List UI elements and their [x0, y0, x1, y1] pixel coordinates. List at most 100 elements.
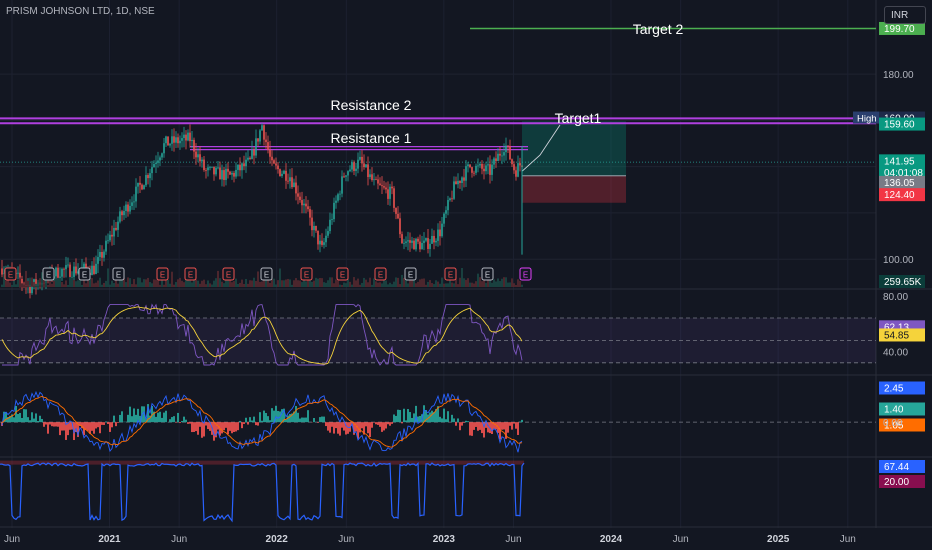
volume-bar	[521, 284, 523, 287]
volume-bar	[385, 280, 387, 287]
candle-body	[163, 143, 165, 154]
adx-value: 67.44	[884, 462, 909, 473]
volume-bar	[287, 278, 289, 287]
volume-bar	[289, 279, 291, 287]
candle-body	[441, 223, 443, 237]
earnings-marker[interactable]: E	[112, 267, 125, 281]
candle-body	[59, 276, 61, 278]
volume-bar	[449, 280, 451, 287]
earnings-marker[interactable]: E	[4, 267, 17, 281]
macd-histogram-bar	[379, 422, 381, 427]
candle-body	[125, 204, 127, 211]
volume-bar	[505, 277, 507, 287]
candle-body	[279, 169, 281, 177]
earnings-marker[interactable]: E	[374, 267, 387, 281]
candle-body	[355, 168, 357, 171]
candle-body	[161, 153, 163, 158]
macd-line	[1, 390, 523, 453]
earnings-marker[interactable]: E	[78, 267, 91, 281]
macd-histogram-bar	[399, 409, 401, 423]
macd-histogram-bar	[319, 417, 321, 423]
volume-bar	[249, 280, 251, 287]
volume-bar	[93, 283, 95, 287]
price-axis[interactable]: 100.00180.00199.70High160.00159.60141.95…	[853, 21, 925, 488]
macd-histogram-bar	[117, 422, 119, 423]
volume-bar	[243, 284, 245, 287]
candle-body	[307, 206, 309, 210]
macd-histogram-bar	[331, 422, 333, 427]
macd-histogram-bar	[69, 422, 71, 430]
volume-bar	[3, 273, 5, 287]
volume-bar	[163, 284, 165, 287]
annotation-lines[interactable]	[0, 27, 876, 172]
candle-body	[141, 184, 143, 190]
earnings-marker[interactable]: E	[519, 267, 532, 281]
volume-bar	[151, 283, 153, 287]
candle-body	[311, 217, 313, 231]
candle-body	[103, 251, 105, 258]
macd-histogram-bar	[21, 417, 23, 423]
candle-body	[257, 138, 259, 142]
macd-histogram-bar	[63, 422, 65, 431]
volume-bar	[313, 280, 315, 287]
candle-body	[501, 155, 503, 157]
volume-bar	[435, 280, 437, 287]
candle-body	[451, 198, 453, 200]
macd-histogram-bar	[41, 418, 43, 423]
candle-body	[347, 171, 349, 176]
macd-histogram-bar	[387, 422, 389, 425]
macd-histogram-bar	[183, 416, 185, 423]
volume-bar	[339, 284, 341, 287]
volume-bar	[89, 278, 91, 287]
earnings-marker[interactable]: E	[300, 267, 313, 281]
time-axis[interactable]: Jun 2021 Jun 2022 Jun 2023 Jun 2024 Jun 2025 Jun	[4, 534, 856, 545]
candle-body	[185, 134, 187, 141]
macd-histogram-bar	[79, 422, 81, 427]
candle-body	[389, 186, 391, 199]
candle-body	[365, 164, 367, 168]
volume-bar	[323, 282, 325, 287]
macd-histogram-bar	[113, 415, 115, 423]
volume-bar	[461, 267, 463, 287]
volume-bar	[201, 280, 203, 287]
volume-bar	[169, 283, 171, 287]
volume-bar	[281, 280, 283, 287]
candle-body	[433, 235, 435, 243]
volume-bar	[203, 279, 205, 287]
volume-bar	[335, 279, 337, 287]
earnings-marker[interactable]: E	[260, 267, 273, 281]
macd-histogram-bar	[61, 422, 63, 431]
volume-bar	[517, 279, 519, 287]
candle-body	[265, 139, 267, 143]
long-position-tool[interactable]	[522, 121, 626, 203]
candle-body	[411, 240, 413, 243]
macd-histogram-bar	[409, 412, 411, 423]
macd-histogram-bar	[391, 422, 393, 424]
macd-histogram-bar	[445, 419, 447, 423]
candle-body	[293, 182, 295, 188]
macd-histogram-bar	[265, 413, 267, 423]
candle-body	[251, 149, 253, 159]
candle-body	[211, 166, 213, 168]
volume-bar	[185, 274, 187, 287]
earnings-marker[interactable]: E	[42, 267, 55, 281]
candle-body	[207, 167, 209, 171]
earnings-marker[interactable]: E	[404, 267, 417, 281]
earnings-marker[interactable]: E	[184, 267, 197, 281]
earnings-marker[interactable]: E	[336, 267, 349, 281]
macd-histogram-bar	[293, 411, 295, 423]
volume-bar	[141, 282, 143, 287]
earnings-marker[interactable]: E	[222, 267, 235, 281]
currency-selector[interactable]: INR	[884, 6, 926, 24]
earnings-marker[interactable]: E	[156, 267, 169, 281]
earnings-marker[interactable]: E	[444, 267, 457, 281]
candle-body	[333, 202, 335, 220]
earnings-marker[interactable]: E	[481, 267, 494, 281]
candle-body	[95, 263, 97, 274]
volume-bar	[177, 279, 179, 287]
candle-body	[425, 238, 427, 241]
macd-histogram-bar	[137, 408, 139, 423]
macd-histogram-bar	[473, 422, 475, 430]
